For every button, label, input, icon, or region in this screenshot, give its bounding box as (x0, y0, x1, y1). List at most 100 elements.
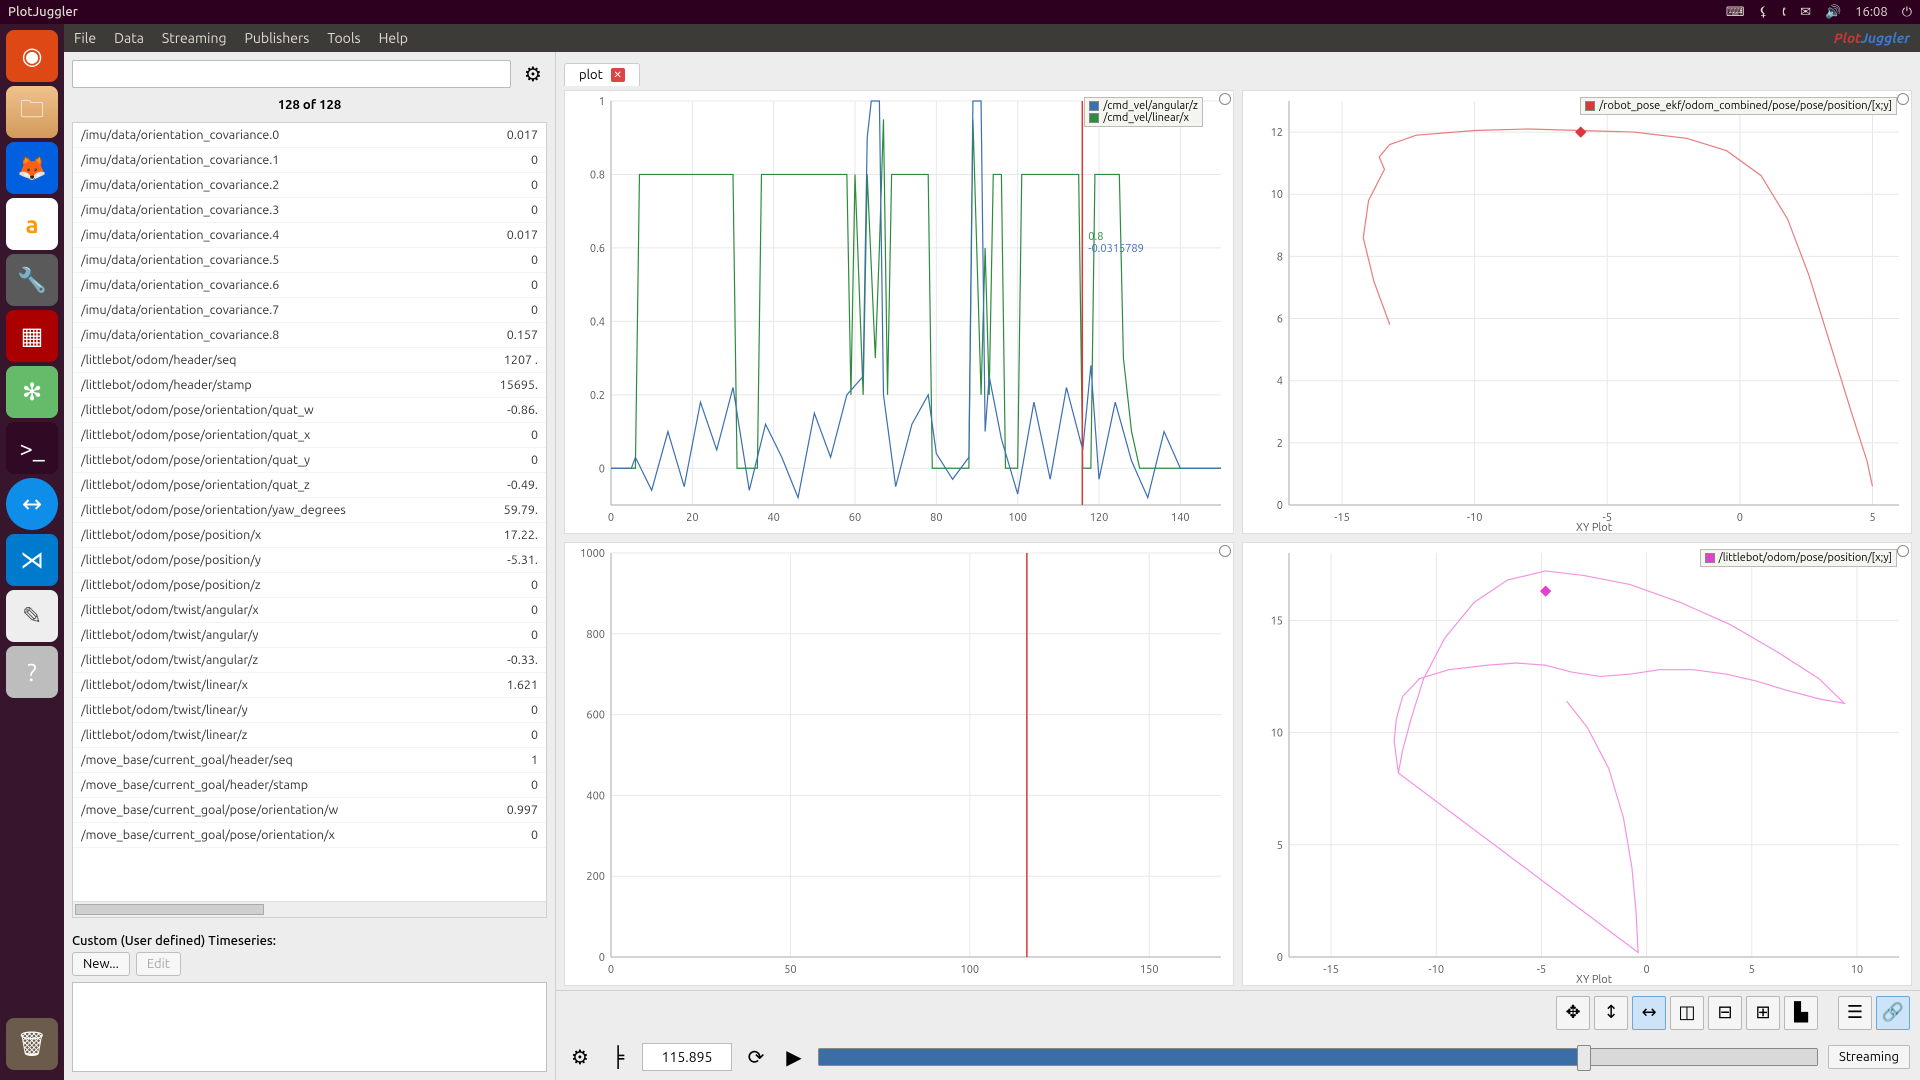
keyboard-icon[interactable]: ⌨ (1726, 5, 1745, 20)
launcher-teamviewer[interactable]: ↔ (6, 478, 58, 530)
launcher-settings[interactable]: 🔧 (6, 254, 58, 306)
svg-text:0.4: 0.4 (590, 316, 605, 328)
menu-publishers[interactable]: Publishers (245, 30, 310, 46)
tree-row[interactable]: /littlebot/odom/pose/orientation/yaw_deg… (73, 498, 546, 523)
tree-row[interactable]: /littlebot/odom/twist/angular/y0 (73, 623, 546, 648)
tree-hscrollbar[interactable] (73, 901, 546, 917)
tree-row[interactable]: /imu/data/orientation_covariance.60 (73, 273, 546, 298)
tree-row[interactable]: /imu/data/orientation_covariance.10 (73, 148, 546, 173)
svg-text:0: 0 (1737, 512, 1743, 524)
move-tool[interactable]: ✥ (1556, 996, 1590, 1030)
link-tool[interactable]: 🔗 (1876, 996, 1910, 1030)
svg-text:10: 10 (1271, 728, 1283, 740)
play-icon[interactable]: ▶ (780, 1043, 808, 1071)
plot-bottom-right[interactable]: 051015-15-10-50510XY Plot /littlebot/odo… (1242, 542, 1912, 986)
tree-row[interactable]: /littlebot/odom/twist/angular/z-0.33. (73, 648, 546, 673)
launcher-files[interactable]: 🗀 (6, 86, 58, 138)
maximize-icon[interactable] (1897, 545, 1909, 557)
tree-row[interactable]: /imu/data/orientation_covariance.80.157 (73, 323, 546, 348)
tree-row[interactable]: /imu/data/orientation_covariance.00.017 (73, 123, 546, 148)
tree-row[interactable]: /littlebot/odom/pose/orientation/quat_y0 (73, 448, 546, 473)
tree-row[interactable]: /imu/data/orientation_covariance.50 (73, 248, 546, 273)
menu-data[interactable]: Data (114, 30, 144, 46)
svg-text:100: 100 (961, 964, 980, 976)
split-v-tool[interactable]: ⊟ (1708, 996, 1742, 1030)
launcher-trash[interactable]: 🗑 (6, 1018, 58, 1070)
tree-row[interactable]: /littlebot/odom/twist/linear/z0 (73, 723, 546, 748)
mail-icon[interactable]: ✉ (1800, 5, 1811, 20)
tab-plot[interactable]: plot ✕ (564, 63, 640, 86)
tree-row[interactable]: /imu/data/orientation_covariance.30 (73, 198, 546, 223)
launcher-help[interactable]: ? (6, 646, 58, 698)
tree-row[interactable]: /littlebot/odom/header/stamp15695. (73, 373, 546, 398)
add-grid-tool[interactable]: ⊞ (1746, 996, 1780, 1030)
reload-icon[interactable]: ⟳ (742, 1043, 770, 1071)
svg-text:60: 60 (849, 512, 861, 524)
plot-toolbar: ✥ ↕ ↔ ◫ ⊟ ⊞ ▙ ☰ 🔗 (556, 990, 1920, 1034)
maximize-icon[interactable] (1219, 93, 1231, 105)
custom-list[interactable] (72, 982, 547, 1072)
split-h-tool[interactable]: ◫ (1670, 996, 1704, 1030)
search-input[interactable] (72, 60, 511, 88)
tree-row[interactable]: /littlebot/odom/pose/position/x17.22. (73, 523, 546, 548)
plot-bottom-left[interactable]: 02004006008001000050100150 (564, 542, 1234, 986)
menu-file[interactable]: File (74, 30, 96, 46)
launcher-editor[interactable]: ✎ (6, 590, 58, 642)
time-settings-icon[interactable]: ⚙ (566, 1043, 594, 1071)
time-value[interactable]: 115.895 (642, 1043, 732, 1071)
bluetooth-icon[interactable]: 🕻 (1782, 5, 1786, 20)
tree-row[interactable]: /littlebot/odom/pose/orientation/quat_w-… (73, 398, 546, 423)
launcher-terminal[interactable]: >_ (6, 422, 58, 474)
settings-button[interactable]: ⚙ (519, 60, 547, 88)
zoom-h-tool[interactable]: ↔ (1632, 996, 1666, 1030)
tree-row[interactable]: /move_base/current_goal/pose/orientation… (73, 798, 546, 823)
style-tool[interactable]: ▙ (1784, 996, 1818, 1030)
tree-row[interactable]: /littlebot/odom/pose/position/y-5.31. (73, 548, 546, 573)
tree-row[interactable]: /move_base/current_goal/header/stamp0 (73, 773, 546, 798)
wifi-icon[interactable]: ⚸ (1759, 5, 1769, 20)
tree-row[interactable]: /imu/data/orientation_covariance.20 (73, 173, 546, 198)
maximize-icon[interactable] (1897, 93, 1909, 105)
maximize-icon[interactable] (1219, 545, 1231, 557)
tree-row[interactable]: /move_base/current_goal/pose/orientation… (73, 823, 546, 848)
time-axes-icon[interactable]: ╞ (604, 1043, 632, 1071)
svg-text:0.6: 0.6 (590, 243, 605, 255)
launcher-vscode[interactable]: ⋊ (6, 534, 58, 586)
svg-text:5: 5 (1869, 512, 1875, 524)
tree-row[interactable]: /littlebot/odom/twist/linear/x1.621 (73, 673, 546, 698)
plot-top-right[interactable]: 024681012-15-10-505XY Plot /robot_pose_e… (1242, 90, 1912, 534)
launcher-atom[interactable]: ✻ (6, 366, 58, 418)
power-icon[interactable]: ⏻ (1902, 5, 1912, 20)
system-topbar: PlotJuggler ⌨ ⚸ 🕻 ✉ 🔊 16:08 ⏻ (0, 0, 1920, 24)
launcher-firefox[interactable]: 🦊 (6, 142, 58, 194)
launcher-amazon[interactable]: a (6, 198, 58, 250)
tree-row[interactable]: /littlebot/odom/header/seq1207 . (73, 348, 546, 373)
menu-streaming[interactable]: Streaming (162, 30, 227, 46)
zoom-v-tool[interactable]: ↕ (1594, 996, 1628, 1030)
tab-close-icon[interactable]: ✕ (611, 68, 625, 82)
svg-text:0: 0 (608, 964, 614, 976)
slider-handle[interactable] (1577, 1045, 1591, 1071)
launcher-app-red[interactable]: ▦ (6, 310, 58, 362)
menu-help[interactable]: Help (379, 30, 408, 46)
tree-row[interactable]: /littlebot/odom/twist/linear/y0 (73, 698, 546, 723)
tree-row[interactable]: /littlebot/odom/twist/angular/x0 (73, 598, 546, 623)
clock[interactable]: 16:08 (1855, 5, 1888, 19)
tree-row[interactable]: /imu/data/orientation_covariance.40.017 (73, 223, 546, 248)
menu-tools[interactable]: Tools (327, 30, 360, 46)
time-slider[interactable] (818, 1048, 1818, 1066)
new-button[interactable]: New... (72, 952, 130, 976)
plot-top-left[interactable]: 00.20.40.60.81020406080100120140 /cmd_ve… (564, 90, 1234, 534)
launcher-ubuntu[interactable]: ◉ (6, 30, 58, 82)
tree-row[interactable]: /move_base/current_goal/header/seq1 (73, 748, 546, 773)
list-tool[interactable]: ☰ (1838, 996, 1872, 1030)
volume-icon[interactable]: 🔊 (1825, 5, 1841, 20)
tree-row[interactable]: /littlebot/odom/pose/orientation/quat_x0 (73, 423, 546, 448)
svg-text:8: 8 (1277, 251, 1283, 263)
tree-row[interactable]: /littlebot/odom/pose/orientation/quat_z-… (73, 473, 546, 498)
time-bar: ⚙ ╞ 115.895 ⟳ ▶ Streaming (556, 1034, 1920, 1080)
svg-text:10: 10 (1851, 964, 1863, 976)
tree-row[interactable]: /imu/data/orientation_covariance.70 (73, 298, 546, 323)
streaming-button[interactable]: Streaming (1828, 1045, 1910, 1069)
tree-row[interactable]: /littlebot/odom/pose/position/z0 (73, 573, 546, 598)
